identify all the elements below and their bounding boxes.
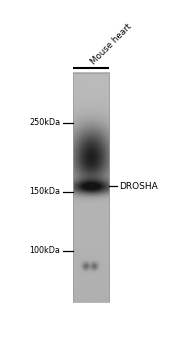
- Text: 250kDa: 250kDa: [29, 118, 60, 127]
- Text: 100kDa: 100kDa: [29, 246, 60, 256]
- Text: 150kDa: 150kDa: [29, 187, 60, 196]
- Bar: [73, 73, 109, 302]
- Text: DROSHA: DROSHA: [119, 182, 158, 191]
- Text: Mouse heart: Mouse heart: [89, 22, 133, 66]
